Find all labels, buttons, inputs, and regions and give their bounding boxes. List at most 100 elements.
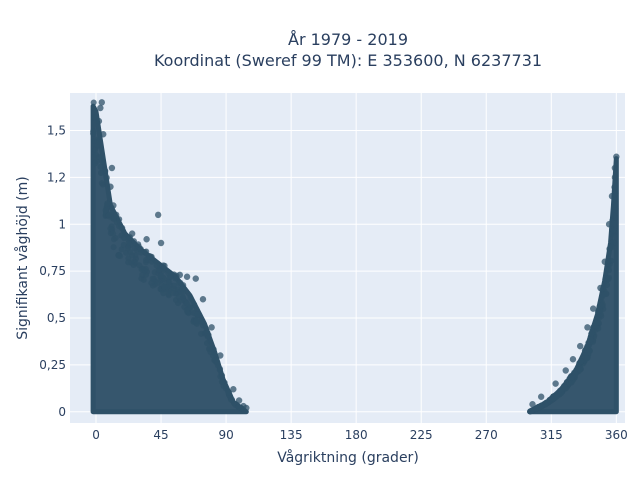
- data-point: [611, 174, 619, 181]
- data-point: [120, 241, 127, 248]
- y-tick-label: 0,25: [39, 358, 66, 372]
- data-point: [599, 301, 606, 308]
- data-point: [128, 230, 136, 237]
- data-point: [143, 248, 150, 255]
- data-point: [110, 202, 117, 209]
- data-point: [198, 330, 205, 337]
- data-point: [143, 236, 150, 243]
- data-point: [576, 342, 584, 350]
- data-point: [198, 318, 205, 325]
- data-point: [157, 239, 165, 247]
- data-point: [605, 276, 612, 283]
- x-axis-title: Vågriktning (grader): [277, 449, 419, 466]
- data-point: [588, 330, 595, 337]
- data-point: [243, 404, 250, 412]
- data-point: [169, 289, 176, 296]
- x-tick-label: 180: [345, 428, 368, 442]
- data-point: [568, 374, 575, 381]
- data-point: [608, 244, 615, 251]
- data-point: [148, 258, 155, 265]
- data-point: [611, 164, 619, 172]
- data-point: [135, 241, 142, 248]
- data-point: [140, 276, 147, 283]
- data-point: [235, 404, 242, 411]
- data-point: [576, 366, 583, 373]
- data-point: [160, 265, 167, 272]
- data-point: [610, 220, 617, 227]
- data-point: [107, 183, 114, 190]
- data-point: [218, 378, 225, 385]
- data-point: [110, 244, 117, 251]
- data-point: [610, 239, 617, 246]
- data-point: [149, 275, 156, 282]
- chart-title-line-1: År 1979 - 2019: [288, 30, 408, 49]
- data-point: [112, 234, 119, 241]
- data-point: [120, 234, 127, 241]
- data-point: [597, 284, 604, 292]
- data-point: [230, 386, 237, 393]
- data-point: [217, 366, 224, 373]
- x-tick-label: 135: [280, 428, 303, 442]
- data-point: [98, 180, 105, 187]
- data-point: [108, 164, 116, 172]
- data-point: [146, 252, 153, 260]
- data-point: [118, 224, 126, 232]
- data-point: [90, 99, 97, 106]
- data-point: [193, 317, 200, 324]
- data-point: [124, 245, 131, 252]
- data-point: [100, 131, 107, 138]
- data-point: [102, 207, 109, 214]
- data-point: [105, 211, 112, 218]
- data-point: [99, 158, 106, 165]
- data-point: [569, 356, 577, 363]
- data-point: [538, 403, 545, 410]
- data-point: [176, 294, 183, 301]
- data-point: [94, 138, 101, 145]
- x-tick-label: 45: [153, 428, 168, 442]
- data-point: [153, 262, 160, 269]
- data-point: [203, 340, 210, 347]
- x-tick-label: 90: [218, 428, 233, 442]
- y-tick-label: 0,5: [47, 311, 66, 325]
- data-point: [529, 401, 536, 408]
- data-point: [97, 104, 104, 112]
- data-point: [184, 300, 191, 307]
- data-point: [115, 252, 122, 259]
- data-point: [606, 267, 613, 274]
- data-point: [175, 280, 182, 287]
- y-tick-label: 1: [58, 217, 66, 231]
- data-point: [537, 393, 545, 400]
- data-point: [610, 212, 617, 219]
- data-points: [90, 99, 620, 415]
- x-tick-label: 315: [540, 428, 563, 442]
- x-tick-label: 0: [92, 428, 100, 442]
- data-point: [584, 324, 591, 331]
- data-point: [128, 252, 135, 259]
- data-point: [166, 279, 173, 286]
- data-point: [590, 305, 597, 312]
- data-point: [608, 192, 616, 200]
- data-point: [95, 117, 103, 125]
- data-point: [98, 99, 105, 106]
- data-point: [137, 246, 144, 253]
- data-point: [165, 269, 172, 277]
- data-point: [161, 283, 168, 290]
- data-point: [183, 273, 191, 280]
- data-point: [90, 130, 97, 137]
- data-point: [208, 324, 215, 331]
- data-point: [604, 281, 611, 288]
- data-point: [584, 355, 591, 362]
- data-point: [191, 301, 198, 308]
- y-tick-label: 1,5: [47, 124, 66, 138]
- data-point: [154, 211, 162, 219]
- data-point: [594, 308, 601, 315]
- data-point: [593, 319, 600, 326]
- data-point: [130, 238, 137, 245]
- data-point: [562, 367, 569, 374]
- data-point: [118, 246, 125, 253]
- data-point: [179, 285, 186, 292]
- y-axis-title: Signifikant våghöjd (m): [14, 176, 31, 339]
- data-point: [113, 211, 120, 219]
- y-tick-label: 0,75: [39, 264, 66, 278]
